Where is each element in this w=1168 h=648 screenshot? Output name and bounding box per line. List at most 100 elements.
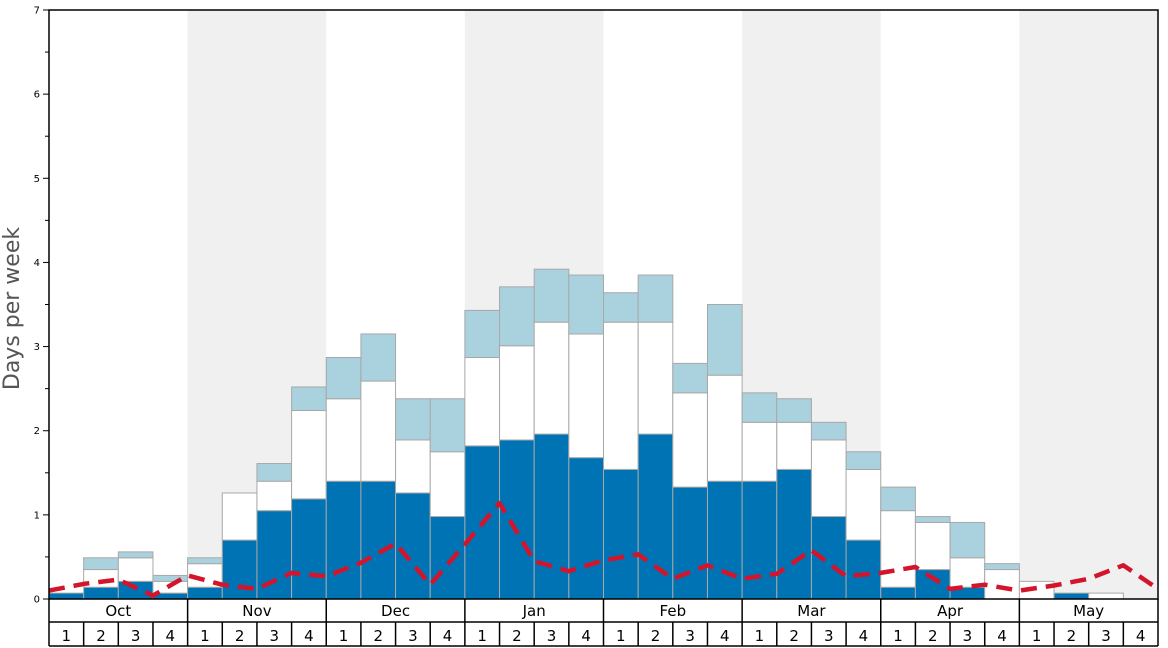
- week-label: 2: [789, 627, 799, 645]
- month-label-may: May: [1073, 602, 1104, 620]
- week-label: 2: [373, 627, 383, 645]
- week-label: 3: [269, 627, 279, 645]
- bar-segment-light-23: [810, 421, 847, 441]
- bar-segment-middle-23: [810, 439, 847, 518]
- bar-segment-light-3: [117, 551, 154, 559]
- y-tick-label: 6: [34, 90, 40, 101]
- bar-segment-dark-11: [395, 492, 431, 600]
- week-label: 4: [859, 627, 869, 645]
- bar-segment-dark-23: [810, 516, 847, 600]
- bar-segment-light-9: [325, 357, 362, 400]
- week-label: 1: [62, 627, 72, 645]
- bar-segment-middle-7: [256, 480, 293, 512]
- week-label: 3: [685, 627, 695, 645]
- bar-segment-middle-17: [603, 321, 639, 470]
- bar-segment-middle-21: [741, 421, 778, 482]
- bar-segment-middle-28: [984, 569, 1020, 600]
- bar-segment-light-11: [395, 398, 431, 441]
- bar-segment-light-7: [256, 463, 293, 482]
- month-label-apr: Apr: [937, 602, 964, 620]
- week-label: 2: [651, 627, 661, 645]
- bar-segment-middle-14: [499, 345, 535, 441]
- week-label: 1: [477, 627, 487, 645]
- bar-segment-light-27: [949, 521, 986, 559]
- week-label: 2: [235, 627, 245, 645]
- bar-segment-middle-20: [706, 374, 743, 482]
- bar-segment-middle-12: [429, 451, 466, 518]
- month-label-nov: Nov: [242, 602, 271, 620]
- y-tick-label: 7: [34, 6, 40, 17]
- bar-segment-middle-31: [1088, 592, 1124, 600]
- bar-segment-light-15: [533, 268, 570, 323]
- bar-segment-middle-10: [360, 380, 397, 482]
- bar-segment-middle-3: [117, 557, 154, 582]
- bar-segment-middle-15: [533, 321, 570, 435]
- week-label: 1: [339, 627, 349, 645]
- bar-segment-light-10: [360, 333, 397, 382]
- bar-segment-light-17: [603, 292, 639, 323]
- bar-segment-light-26: [914, 516, 951, 523]
- bar-segment-middle-26: [914, 521, 951, 571]
- bar-segment-dark-1: [48, 592, 85, 600]
- y-tick-label: 1: [34, 510, 40, 521]
- bar-segment-dark-9: [325, 480, 362, 600]
- month-label-dec: Dec: [381, 602, 410, 620]
- month-label-feb: Feb: [660, 602, 687, 620]
- bar-segment-light-20: [706, 304, 743, 376]
- week-label: 1: [616, 627, 626, 645]
- bar-segment-light-14: [499, 286, 535, 347]
- bar-segment-light-16: [568, 274, 604, 335]
- bar-segment-dark-30: [1053, 592, 1090, 600]
- bar-segment-middle-13: [464, 357, 501, 447]
- bar-segment-light-21: [741, 392, 778, 423]
- bar-segment-light-8: [291, 386, 327, 412]
- bar-segment-dark-21: [741, 480, 778, 600]
- week-label: 3: [131, 627, 141, 645]
- bar-segment-middle-25: [880, 510, 916, 588]
- bar-segment-light-2: [83, 557, 119, 571]
- week-label: 3: [963, 627, 973, 645]
- bar-segment-light-18: [637, 274, 674, 323]
- bar-segment-dark-12: [429, 516, 466, 600]
- bar-segment-dark-5: [187, 586, 223, 600]
- bar-segment-middle-19: [672, 392, 708, 488]
- week-label: 4: [304, 627, 314, 645]
- week-label: 4: [581, 627, 591, 645]
- week-label: 2: [512, 627, 522, 645]
- bar-segment-middle-9: [325, 398, 362, 482]
- bar-segment-light-12: [429, 398, 466, 453]
- bar-segment-dark-8: [291, 498, 327, 600]
- bar-segment-middle-8: [291, 410, 327, 500]
- bar-segment-dark-26: [914, 569, 951, 600]
- trend-line: [48, 500, 1160, 598]
- week-label: 3: [547, 627, 557, 645]
- bar-segment-middle-24: [845, 468, 882, 541]
- week-label: 3: [1101, 627, 1111, 645]
- week-label: 2: [96, 627, 106, 645]
- y-tick-label: 2: [34, 426, 40, 437]
- bar-segment-middle-27: [949, 557, 986, 588]
- week-label: 4: [997, 627, 1007, 645]
- bar-segment-dark-10: [360, 480, 397, 600]
- week-label: 4: [443, 627, 453, 645]
- week-label: 4: [720, 627, 730, 645]
- bar-segment-dark-22: [776, 468, 812, 600]
- y-tick-label: 4: [34, 258, 40, 269]
- y-tick-label: 0: [34, 595, 40, 606]
- bar-segment-light-22: [776, 398, 812, 423]
- week-label: 4: [1136, 627, 1146, 645]
- week-label: 1: [200, 627, 210, 645]
- bar-segment-dark-24: [845, 539, 882, 600]
- y-axis: 0 1 2 3 4 5 6 7: [34, 6, 49, 606]
- bar-segment-dark-17: [603, 468, 639, 600]
- bar-segment-light-4: [152, 574, 189, 582]
- bars: [48, 268, 1124, 600]
- bar-segment-dark-25: [880, 586, 916, 600]
- week-label: 3: [824, 627, 834, 645]
- week-label: 2: [928, 627, 938, 645]
- week-label: 2: [1067, 627, 1077, 645]
- bar-segment-light-19: [672, 362, 708, 394]
- week-label: 3: [408, 627, 418, 645]
- bar-segment-middle-16: [568, 333, 604, 459]
